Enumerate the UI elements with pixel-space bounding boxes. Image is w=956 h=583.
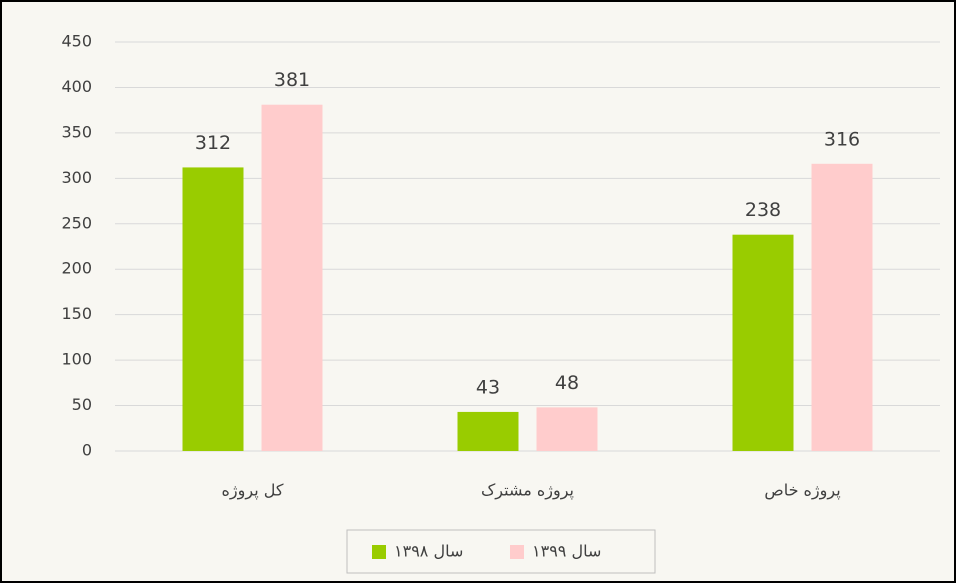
data-label: 238 xyxy=(745,199,781,221)
y-tick-label: 400 xyxy=(61,77,92,96)
legend-swatch xyxy=(510,545,524,559)
bar xyxy=(457,411,519,451)
y-tick-label: 0 xyxy=(82,441,92,460)
y-tick-label: 450 xyxy=(61,32,92,51)
x-tick-label: پروژه مشترک xyxy=(481,481,574,501)
y-tick-label: 100 xyxy=(61,350,92,369)
y-tick-label: 250 xyxy=(61,213,92,232)
bar xyxy=(182,167,244,451)
y-tick-label: 300 xyxy=(61,168,92,187)
y-tick-label: 350 xyxy=(61,122,92,141)
x-tick-label: کل پروژه xyxy=(222,481,284,501)
data-label: 312 xyxy=(195,132,231,154)
legend-label: سال ۱۳۹۹ xyxy=(532,542,601,561)
y-tick-label: 150 xyxy=(61,304,92,323)
data-label: 43 xyxy=(476,376,500,398)
bar xyxy=(536,407,598,451)
data-label: 48 xyxy=(555,372,579,394)
x-tick-label: پروژه خاص xyxy=(764,481,840,501)
bar xyxy=(732,234,794,451)
y-tick-label: 50 xyxy=(72,395,92,414)
data-label: 381 xyxy=(274,69,310,91)
y-tick-label: 200 xyxy=(61,259,92,278)
legend-swatch xyxy=(372,545,386,559)
bar xyxy=(811,163,873,451)
legend-label: سال ۱۳۹۸ xyxy=(394,542,463,561)
data-label: 316 xyxy=(824,128,860,150)
legend-box xyxy=(346,529,656,574)
bar xyxy=(261,104,323,452)
